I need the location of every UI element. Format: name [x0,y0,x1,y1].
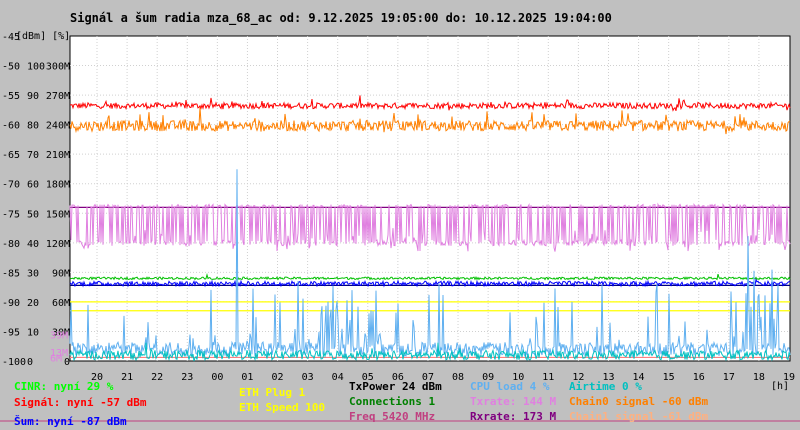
y-rate-label: 210M [46,150,70,161]
axis-marker: 13M [50,348,68,359]
unit-label: [dBm] [%] [16,31,70,42]
x-tick-label: 12 [572,372,584,383]
x-tick-label: 21 [121,372,133,383]
x-tick-label: 19 [783,372,795,383]
legend-item: Signál: nyní -57 dBm [14,396,147,409]
y-tick-label: -50 [2,62,20,73]
legend-item: ETH Speed 100 [239,401,326,414]
series-line [69,277,791,288]
x-tick-label: 09 [482,372,494,383]
x-tick-label: 07 [422,372,434,383]
series-line [69,95,791,112]
axis-marker: 6M [50,353,62,364]
y-rate-label: 240M [46,121,70,132]
plot-area [69,35,791,362]
x-unit-label: [h] [771,381,789,392]
y-rate-label: 180M [46,180,70,191]
legend-item: Rxrate: 173 M [470,410,557,423]
y-rate-label: 120M [46,239,70,250]
axis-marker: 39M [50,330,68,341]
series-line [69,202,791,252]
y-tick-label: -85 [2,268,20,279]
legend-item: Connections 1 [349,395,436,408]
y-percent-label: 90 [27,91,39,102]
y-tick-label: -90 [2,298,20,309]
y-percent-label: 100 [27,62,45,73]
legend-item: Airtime 0 % [569,380,642,393]
y-rate-label: 150M [46,209,70,220]
series-line [69,273,791,281]
x-tick-label: 13 [602,372,614,383]
x-tick-label: 20 [91,372,103,383]
x-tick-label: 00 [211,372,223,383]
y-tick-label: -45 [2,32,20,43]
y-percent-label: 20 [27,298,39,309]
y-percent-label: 50 [27,209,39,220]
y-tick-label: -100 [2,357,26,368]
x-tick-label: 23 [181,372,193,383]
x-tick-label: 17 [723,372,735,383]
x-tick-label: 22 [151,372,163,383]
y-percent-label: 0 [27,357,33,368]
x-tick-label: 03 [302,372,314,383]
series-line [69,169,791,358]
y-rate-label: 60M [52,298,70,309]
x-tick-label: 10 [512,372,524,383]
legend-item: CPU load 4 % [470,380,550,393]
y-tick-label: -75 [2,209,20,220]
x-tick-label: 08 [452,372,464,383]
y-rate-label: 0 [64,357,70,368]
y-rate-label: 300M [46,62,70,73]
x-tick-label: 11 [542,372,554,383]
y-percent-label: 40 [27,239,39,250]
y-percent-label: 80 [27,121,39,132]
x-tick-label: 16 [693,372,705,383]
x-tick-label: 05 [362,372,374,383]
legend-item: TxPower 24 dBm [349,380,442,393]
x-tick-label: 01 [241,372,253,383]
y-rate-label: 90M [52,268,70,279]
y-rate-label: 30M [52,327,70,338]
y-tick-label: -95 [2,327,20,338]
legend-item: Chain0 signal -60 dBm [569,395,709,408]
y-tick-label: -55 [2,91,20,102]
y-tick-label: -80 [2,239,20,250]
series-line [69,107,791,135]
y-percent-label: 70 [27,150,39,161]
x-tick-label: 04 [332,372,344,383]
x-tick-label: 06 [392,372,404,383]
legend-item: Freq 5420 MHz [349,410,436,423]
legend-item: Chain1 signal -61 dBm [569,410,709,423]
y-percent-label: 30 [27,268,39,279]
legend-item: Šum: nyní -87 dBm [14,415,127,428]
x-tick-label: 14 [633,372,645,383]
y-percent-label: 10 [27,327,39,338]
series-line [69,342,791,362]
x-tick-label: 15 [663,372,675,383]
legend-item: CINR: nyní 29 % [14,380,114,393]
y-tick-label: -65 [2,150,20,161]
x-tick-label: 02 [271,372,283,383]
y-tick-label: -70 [2,180,20,191]
chart-title: Signál a šum radia mza_68_ac od: 9.12.20… [70,11,612,26]
x-tick-label: 18 [753,372,765,383]
legend-item: Txrate: 144 M [470,395,557,408]
y-tick-label: -60 [2,121,20,132]
y-percent-label: 60 [27,180,39,191]
y-rate-label: 270M [46,91,70,102]
legend-item: ETH Plug 1 [239,386,306,399]
